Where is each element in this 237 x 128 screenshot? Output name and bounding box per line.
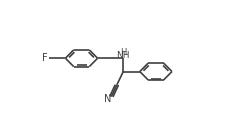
Text: H: H	[120, 48, 127, 57]
Text: N: N	[104, 94, 111, 104]
Text: NH: NH	[117, 51, 130, 60]
Text: F: F	[41, 53, 47, 63]
